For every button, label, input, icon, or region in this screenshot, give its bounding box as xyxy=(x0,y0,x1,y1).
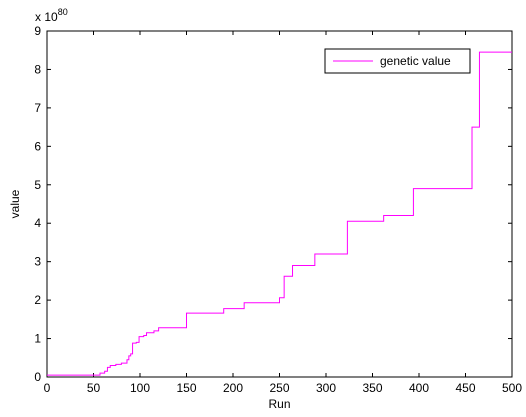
x-tick-label: 150 xyxy=(176,381,196,395)
x-tick-label: 250 xyxy=(269,381,289,395)
x-tick-label: 200 xyxy=(223,381,243,395)
y-tick-label: 7 xyxy=(34,101,41,115)
y-tick-label: 0 xyxy=(34,370,41,384)
plot-area xyxy=(46,30,513,378)
series-layer xyxy=(47,51,512,376)
y-tick-label: 2 xyxy=(34,293,41,307)
x-axis-label: Run xyxy=(268,397,290,411)
y-tick-label: 4 xyxy=(34,216,41,230)
y-tick-label: 8 xyxy=(34,62,41,76)
legend: genetic value xyxy=(324,48,471,74)
x-tick-label: 350 xyxy=(362,381,382,395)
x-tick-label: 450 xyxy=(455,381,475,395)
x-tick-label: 300 xyxy=(316,381,336,395)
x-tick-label: 400 xyxy=(409,381,429,395)
x-tick-label: 0 xyxy=(44,381,51,395)
y-tick-label: 6 xyxy=(34,139,41,153)
y-tick-label: 3 xyxy=(34,255,41,269)
series-line-genetic-value xyxy=(47,51,512,376)
y-tick-label: 9 xyxy=(34,24,41,38)
y-tick-label: 1 xyxy=(34,332,41,346)
x-tick-label: 100 xyxy=(130,381,150,395)
y-axis-scale-factor: x 1080 xyxy=(35,7,68,24)
x-tick-label: 50 xyxy=(87,381,101,395)
axis-ticks: 0 50 100 150 200 250 300 350 400 450 500 0 1 2 3 4 5 6 7 8 9 xyxy=(34,24,522,395)
x-tick-label: 500 xyxy=(502,381,522,395)
y-tick-label: 5 xyxy=(34,178,41,192)
legend-label: genetic value xyxy=(380,54,451,68)
y-axis-label: value xyxy=(8,189,22,218)
